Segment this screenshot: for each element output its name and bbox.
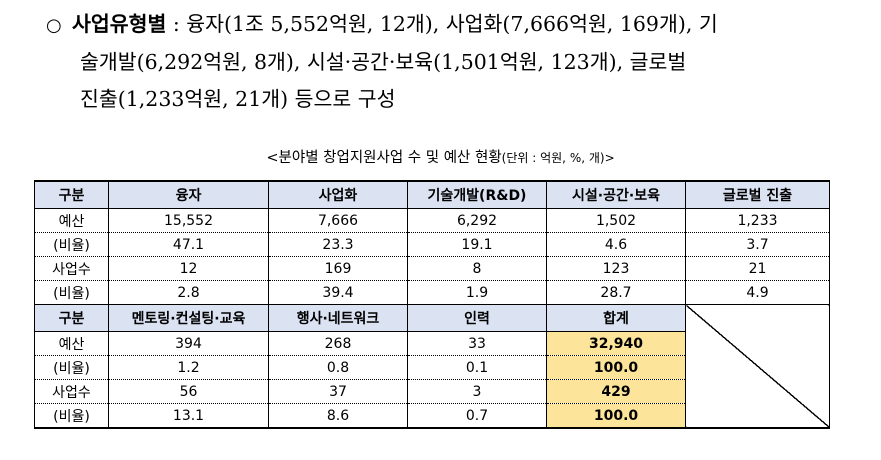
row-label: (비율) xyxy=(34,280,109,305)
row-label: (비율) xyxy=(34,355,109,380)
caption-title: <분야별 창업지원사업 수 및 예산 현황 xyxy=(266,150,502,166)
table-cell: 1.9 xyxy=(407,280,547,305)
table-cell: 1,233 xyxy=(685,208,830,233)
header-cell: 행사·네트워크 xyxy=(268,304,408,332)
table-row: 사업수 56 37 3 429 xyxy=(34,379,830,404)
table-row: 예산 394 268 33 32,940 xyxy=(34,331,830,356)
paragraph-colon: : xyxy=(166,12,187,36)
empty-diagonal-cell xyxy=(685,304,830,429)
table-cell: 19.1 xyxy=(407,232,547,257)
total-cell: 429 xyxy=(546,379,686,404)
table-cell: 1,502 xyxy=(546,208,686,233)
total-cell: 100.0 xyxy=(546,403,686,429)
table-cell: 123 xyxy=(546,256,686,281)
table-cell: 12 xyxy=(108,256,269,281)
header-cell: 합계 xyxy=(546,304,686,332)
table-cell: 394 xyxy=(108,331,269,356)
table-cell: 47.1 xyxy=(108,232,269,257)
table-cell: 4.9 xyxy=(685,280,830,305)
row-label: 예산 xyxy=(34,208,109,233)
header-cell: 기술개발(R&D) xyxy=(407,180,547,209)
table-row: (비율) 1.2 0.8 0.1 100.0 xyxy=(34,355,830,380)
caption-unit: (단위 : 억원, %, 개)> xyxy=(501,151,615,165)
header-cell: 시설·공간·보육 xyxy=(546,180,686,209)
table-row: 사업수 12 169 8 123 21 xyxy=(34,256,830,281)
table-cell: 2.8 xyxy=(108,280,269,305)
table-cell: 3 xyxy=(407,379,547,404)
table-cell: 21 xyxy=(685,256,830,281)
table-cell: 28.7 xyxy=(546,280,686,305)
table-cell: 1.2 xyxy=(108,355,269,380)
paragraph-line-2: 술개발(6,292억원, 8개), 시설·공간·보육(1,501억원, 123개… xyxy=(80,50,687,74)
table-row: 예산 15,552 7,666 6,292 1,502 1,233 xyxy=(34,208,830,233)
table-cell: 0.8 xyxy=(268,355,408,380)
header-row-2: 구분 멘토링·컨설팅·교육 행사·네트워크 인력 합계 xyxy=(34,304,830,429)
table-cell: 39.4 xyxy=(268,280,408,305)
bullet-circle-icon: ○ xyxy=(46,15,62,36)
table-cell: 169 xyxy=(268,256,408,281)
budget-table: 구분 융자 사업화 기술개발(R&D) 시설·공간·보육 글로벌 진출 예산 1… xyxy=(34,180,830,429)
table-caption: <분야별 창업지원사업 수 및 예산 현황(단위 : 억원, %, 개)> xyxy=(0,146,881,167)
summary-paragraph: ○ 사업유형별 : 융자(1조 5,552억원, 12개), 사업화(7,666억… xyxy=(46,6,866,118)
paragraph-line-3: 진출(1,233억원, 21개) 등으로 구성 xyxy=(80,87,396,111)
header-cell: 인력 xyxy=(407,304,547,332)
row-label: 사업수 xyxy=(34,256,109,281)
table-cell: 6,292 xyxy=(407,208,547,233)
header-cell: 글로벌 진출 xyxy=(685,180,830,209)
paragraph-label: 사업유형별 xyxy=(72,12,167,36)
header-cell: 구분 xyxy=(34,180,109,209)
table-cell: 0.7 xyxy=(407,403,547,429)
table-row: (비율) 13.1 8.6 0.7 100.0 xyxy=(34,403,830,429)
row-label: (비율) xyxy=(34,232,109,257)
table-cell: 268 xyxy=(268,331,408,356)
row-label: (비율) xyxy=(34,403,109,429)
paragraph-line-1: ○ 사업유형별 : 융자(1조 5,552억원, 12개), 사업화(7,666억… xyxy=(46,6,866,44)
total-cell: 100.0 xyxy=(546,355,686,380)
table-cell: 3.7 xyxy=(685,232,830,257)
table-cell: 0.1 xyxy=(407,355,547,380)
table-cell: 15,552 xyxy=(108,208,269,233)
table-cell: 7,666 xyxy=(268,208,408,233)
header-cell: 구분 xyxy=(34,304,109,332)
table-cell: 23.3 xyxy=(268,232,408,257)
table-row: (비율) 2.8 39.4 1.9 28.7 4.9 xyxy=(34,280,830,305)
table-cell: 37 xyxy=(268,379,408,404)
table-row: (비율) 47.1 23.3 19.1 4.6 3.7 xyxy=(34,232,830,257)
header-cell: 융자 xyxy=(108,180,269,209)
table-cell: 4.6 xyxy=(546,232,686,257)
row-label: 예산 xyxy=(34,331,109,356)
header-cell: 멘토링·컨설팅·교육 xyxy=(108,304,269,332)
table-cell: 8 xyxy=(407,256,547,281)
table-cell: 13.1 xyxy=(108,403,269,429)
row-label: 사업수 xyxy=(34,379,109,404)
total-cell: 32,940 xyxy=(546,331,686,356)
table-cell: 33 xyxy=(407,331,547,356)
paragraph-text-1: 융자(1조 5,552억원, 12개), 사업화(7,666억원, 169개),… xyxy=(186,12,718,36)
header-row-1: 구분 융자 사업화 기술개발(R&D) 시설·공간·보육 글로벌 진출 xyxy=(34,180,830,209)
header-cell: 사업화 xyxy=(268,180,408,209)
table-cell: 8.6 xyxy=(268,403,408,429)
table-cell: 56 xyxy=(108,379,269,404)
